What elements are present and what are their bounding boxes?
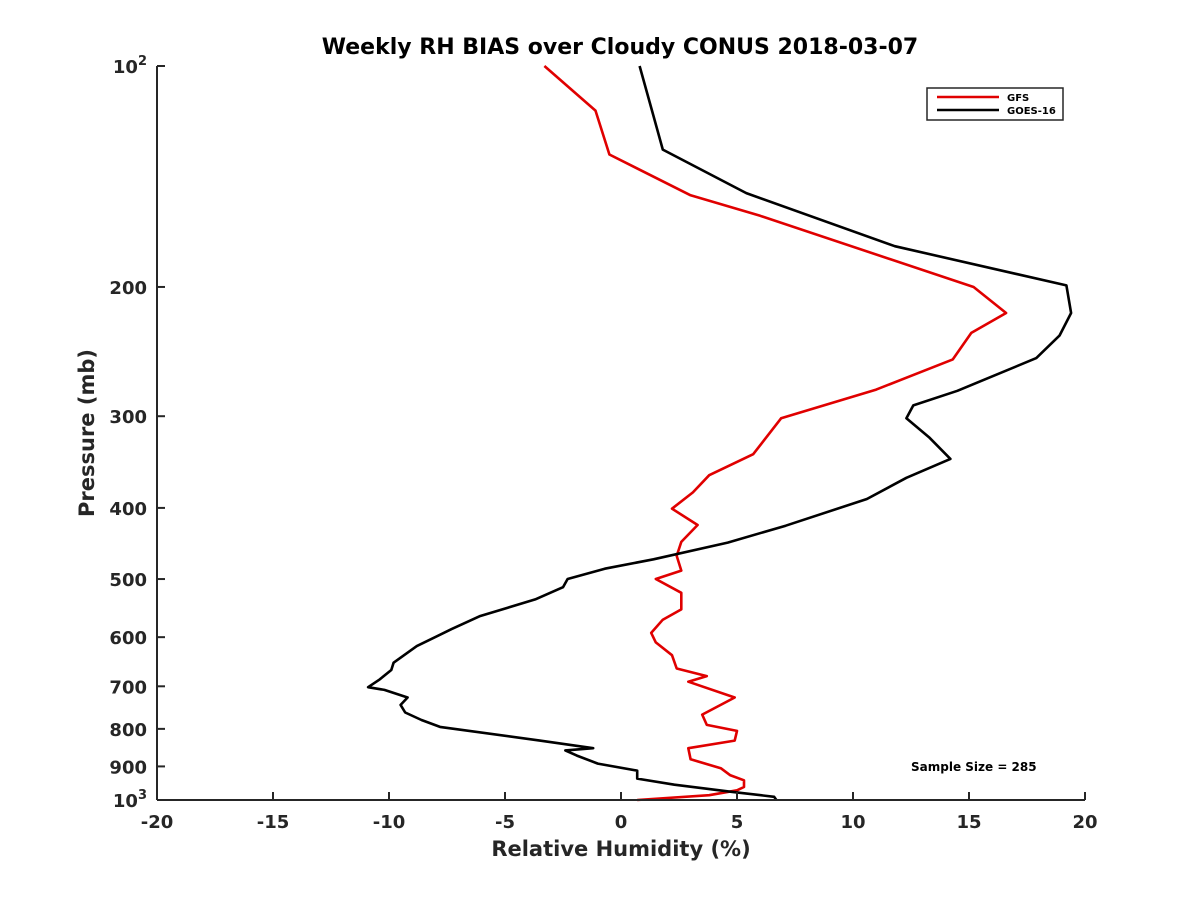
x-tick-label: 10 <box>840 812 865 833</box>
x-tick-label: 15 <box>956 812 981 833</box>
x-tick-label: -20 <box>141 812 174 833</box>
y-tick-label: 700 <box>109 677 147 698</box>
x-tick-label: -5 <box>495 812 515 833</box>
plot-area: -20 -15 -10 -5 0 5 10 15 20 102 200 300 400 500 600 70… <box>109 54 1097 833</box>
y-tick-label: 300 <box>109 407 147 428</box>
y-ticks: 102 200 300 400 500 600 700 800 900 103 <box>109 54 165 812</box>
x-axis-label: Relative Humidity (%) <box>491 837 750 861</box>
series-line-gfs <box>543 65 1008 802</box>
x-tick-label: -10 <box>373 812 406 833</box>
legend-label-goes16: GOES-16 <box>1007 106 1056 117</box>
x-tick-label: -15 <box>257 812 290 833</box>
legend: GFS GOES-16 <box>926 87 1064 121</box>
x-ticks: -20 -15 -10 -5 0 5 10 15 20 <box>141 792 1098 833</box>
series-line-goes16 <box>366 65 1073 801</box>
legend-box <box>926 87 1064 121</box>
y-tick-label: 103 <box>113 788 147 812</box>
y-tick-label: 200 <box>109 278 147 299</box>
y-axis-label: Pressure (mb) <box>75 349 99 517</box>
y-tick-label: 900 <box>109 757 147 778</box>
y-tick-label: 500 <box>109 570 147 591</box>
x-tick-label: 20 <box>1072 812 1097 833</box>
y-tick-label: 400 <box>109 499 147 520</box>
chart-title: Weekly RH BIAS over Cloudy CONUS 2018-03… <box>322 35 918 60</box>
series-layer <box>366 65 1073 802</box>
x-tick-label: 5 <box>731 812 744 833</box>
x-tick-label: 0 <box>615 812 628 833</box>
y-tick-label: 102 <box>113 54 147 78</box>
y-tick-label: 800 <box>109 720 147 741</box>
y-tick-label: 600 <box>109 628 147 649</box>
legend-label-gfs: GFS <box>1007 93 1029 104</box>
sample-size-annotation: Sample Size = 285 <box>911 760 1037 774</box>
